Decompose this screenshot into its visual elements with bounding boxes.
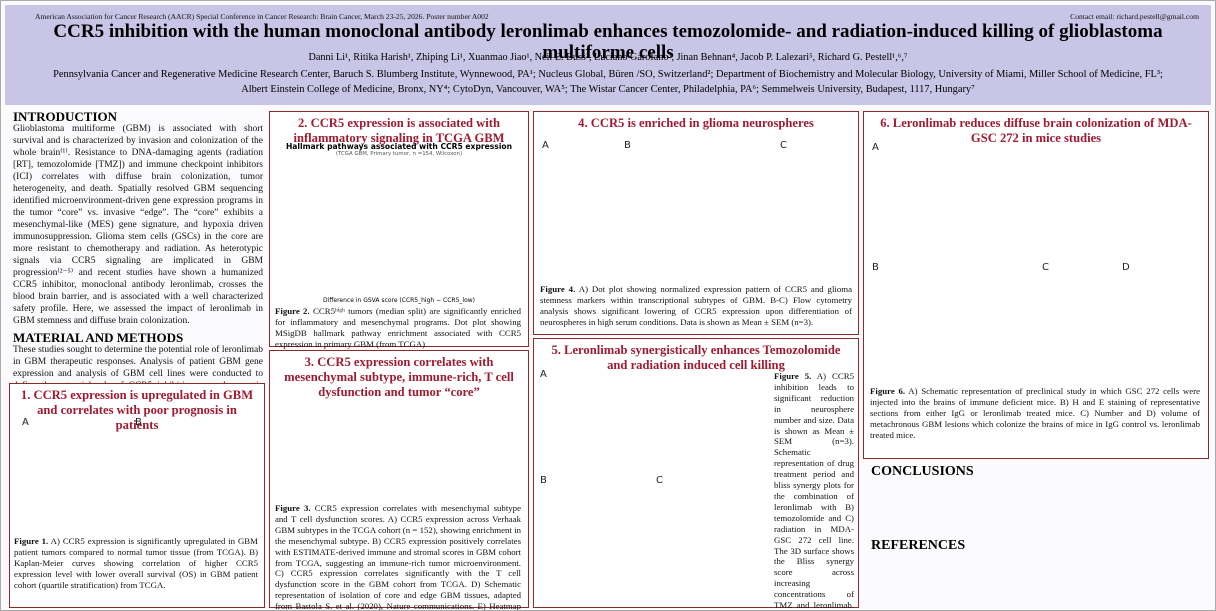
contact-email: Contact email: richard.pestell@gmail.com: [1070, 12, 1199, 21]
fig6-b-label: B: [872, 262, 879, 273]
fig5-b-figure: [544, 477, 654, 603]
conclusions-heading: CONCLUSIONS: [871, 464, 974, 479]
panel-3-title: 3. CCR5 expression correlates with mesen…: [284, 355, 514, 399]
poster-title: CCR5 inhibition with the human monoclona…: [53, 21, 1163, 63]
fig5-a-figure: [538, 373, 768, 473]
panel-1-title: 1. CCR5 expression is upregulated in GBM…: [20, 388, 254, 432]
fig6-d-label: D: [1122, 262, 1130, 273]
panel-4-title: 4. CCR5 is enriched in glioma neurospher…: [578, 116, 814, 130]
intro-heading: INTRODUCTION: [13, 109, 118, 124]
fig5-caption: Figure 5. A) CCR5 inhibition leads to si…: [774, 371, 854, 611]
fig4-c-label: C: [780, 140, 787, 151]
fig6-histology: [874, 272, 1034, 380]
header-band: American Association for Cancer Research…: [5, 5, 1211, 105]
methods-heading: MATERIAL AND METHODS: [13, 330, 184, 345]
fig3-caption: Figure 3. CCR5 expression correlates wit…: [275, 503, 521, 611]
fig4-b-label: B: [624, 140, 631, 151]
fig1-b-label: B: [135, 417, 142, 428]
fig2-caption: Figure 2. CCR5ʰⁱᵍʰ tumors (median split)…: [275, 306, 522, 349]
fig6-a-label: A: [872, 142, 879, 153]
fig6-caption: Figure 6. A) Schematic representation of…: [870, 386, 1201, 440]
fig1-caption: Figure 1. A) CCR5 expression is signific…: [14, 536, 259, 590]
authors: Danni Li¹, Ritika Harish¹, Zhiping Li¹, …: [308, 52, 908, 63]
panel-6-title: 6. Leronlimab reduces diffuse brain colo…: [880, 116, 1192, 145]
fig4-flow: [622, 138, 777, 278]
panel-3: 3. CCR5 expression correlates with mesen…: [269, 350, 529, 611]
fig5-b-label: B: [540, 475, 547, 486]
fig3-figure: [273, 383, 525, 503]
fig4-caption: Figure 4. A) Dot plot showing normalized…: [540, 284, 852, 327]
fig5-c-label: C: [656, 475, 663, 486]
references-heading: REFERENCES: [871, 538, 966, 553]
panel-2-title: 2. CCR5 expression is associated with in…: [293, 116, 505, 145]
panel-2: 2. CCR5 expression is associated with in…: [269, 111, 529, 349]
fig2-chart-title: Hallmark pathways associated with CCR5 e…: [285, 142, 513, 151]
affiliations: Pennsylvania Cancer and Regenerative Med…: [53, 69, 1163, 96]
panel-6: 6. Leronlimab reduces diffuse brain colo…: [863, 111, 1209, 459]
fig2-xlabel: Difference in GSVA score (CCR5_high − CC…: [322, 297, 475, 304]
panel-1: 1. CCR5 expression is upregulated in GBM…: [9, 383, 265, 608]
panel-4: 4. CCR5 is enriched in glioma neurospher…: [533, 111, 859, 335]
intro-text: Glioblastoma multiforme (GBM) is associa…: [13, 124, 263, 326]
fig6-schematic: [868, 148, 1204, 258]
fig6-c-label: C: [1042, 262, 1049, 273]
fig5-a-label: A: [540, 369, 547, 380]
fig4-a-label: A: [542, 140, 549, 151]
conference-info: American Association for Cancer Research…: [35, 12, 489, 21]
fig1-a-label: A: [22, 417, 29, 428]
fig5-c-figure: [660, 477, 770, 603]
panel-5-title: 5. Leronlimab synergistically enhances T…: [551, 343, 841, 372]
fig2-chart-subtitle: (TCGA GBM, Primary tumor, n =154, Wilcox…: [335, 151, 463, 157]
panel-5: 5. Leronlimab synergistically enhances T…: [533, 338, 859, 611]
